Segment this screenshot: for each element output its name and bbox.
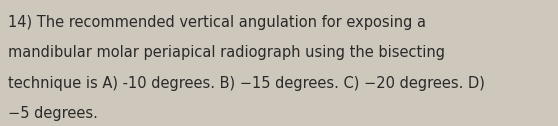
Text: technique is A) -10 degrees. B) −15 degrees. C) −20 degrees. D): technique is A) -10 degrees. B) −15 degr… [8, 76, 485, 91]
Text: mandibular molar periapical radiograph using the bisecting: mandibular molar periapical radiograph u… [8, 45, 445, 60]
Text: 14) The recommended vertical angulation for exposing a: 14) The recommended vertical angulation … [8, 15, 426, 30]
Text: −5 degrees.: −5 degrees. [8, 106, 98, 121]
